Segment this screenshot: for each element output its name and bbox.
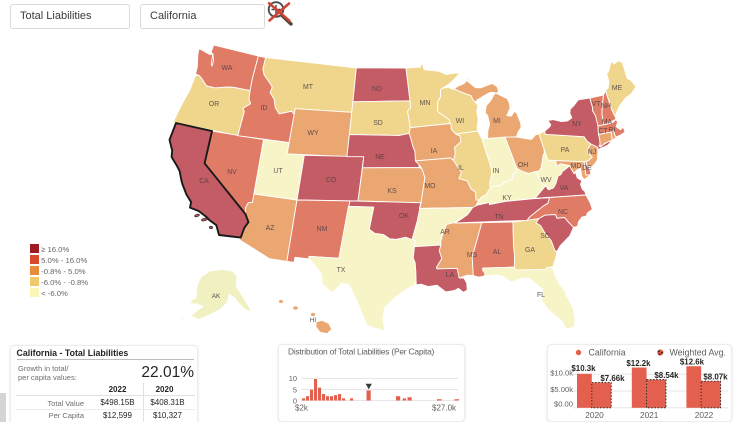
svg-text:$10.3k: $10.3k <box>571 364 596 373</box>
svg-text:Weighted Avg.: Weighted Avg. <box>670 348 726 358</box>
svg-text:$7.66k: $7.66k <box>600 374 625 383</box>
svg-text:2020: 2020 <box>585 410 604 420</box>
svg-text:IA: IA <box>431 148 438 155</box>
svg-text:HI: HI <box>310 317 317 324</box>
svg-text:2022: 2022 <box>695 410 714 420</box>
svg-text:NE: NE <box>375 154 385 161</box>
svg-text:$27.0k: $27.0k <box>432 404 457 413</box>
svg-text:NM: NM <box>317 226 328 233</box>
svg-text:10: 10 <box>289 374 297 383</box>
svg-text:MN: MN <box>420 100 431 107</box>
svg-text:$12.2k: $12.2k <box>626 359 651 368</box>
svg-text:0: 0 <box>293 396 297 405</box>
svg-text:California: California <box>589 348 626 358</box>
svg-text:SD: SD <box>373 120 383 127</box>
svg-text:ND: ND <box>372 86 382 93</box>
svg-text:GA: GA <box>525 247 535 254</box>
svg-text:AZ: AZ <box>266 225 275 232</box>
svg-text:MA: MA <box>602 119 613 126</box>
svg-text:NJ: NJ <box>588 149 596 156</box>
svg-text:TX: TX <box>337 267 346 274</box>
svg-text:DE: DE <box>582 165 592 172</box>
svg-text:UT: UT <box>273 168 283 175</box>
svg-text:MT: MT <box>303 84 314 91</box>
svg-text:VT: VT <box>592 101 602 108</box>
svg-text:MO: MO <box>424 183 436 190</box>
svg-text:OK: OK <box>399 213 409 220</box>
svg-text:KS: KS <box>387 188 397 195</box>
svg-text:ID: ID <box>261 105 268 112</box>
svg-text:MS: MS <box>467 252 478 259</box>
svg-text:NY: NY <box>572 121 582 128</box>
svg-text:WA: WA <box>222 65 233 72</box>
svg-text:VA: VA <box>560 185 569 192</box>
svg-text:AL: AL <box>493 249 502 256</box>
svg-text:WY: WY <box>307 130 319 137</box>
svg-text:TN: TN <box>494 214 503 221</box>
svg-text:MI: MI <box>493 118 501 125</box>
svg-text:KY: KY <box>502 195 512 202</box>
svg-text:$8.07k: $8.07k <box>703 373 728 382</box>
svg-text:OH: OH <box>518 162 528 169</box>
svg-text:CT: CT <box>598 128 608 135</box>
svg-text:IN: IN <box>493 168 500 175</box>
svg-text:ME: ME <box>612 85 623 92</box>
svg-text:$2k: $2k <box>295 404 309 413</box>
svg-text:MD: MD <box>571 163 582 170</box>
svg-text:$10.0k: $10.0k <box>550 369 573 378</box>
svg-text:5: 5 <box>293 385 297 394</box>
svg-text:2021: 2021 <box>640 410 659 420</box>
svg-text:$5.00k: $5.00k <box>550 385 573 394</box>
svg-text:$12.6k: $12.6k <box>680 358 705 367</box>
svg-text:CO: CO <box>326 177 337 184</box>
svg-text:SC: SC <box>540 233 550 240</box>
svg-text:WI: WI <box>456 118 465 125</box>
svg-text:CA: CA <box>199 178 209 185</box>
svg-text:FL: FL <box>537 292 545 299</box>
svg-text:IL: IL <box>458 165 464 172</box>
svg-text:NH: NH <box>601 103 611 110</box>
svg-text:LA: LA <box>446 272 455 279</box>
svg-text:$8.54k: $8.54k <box>654 371 679 380</box>
svg-text:NC: NC <box>558 209 568 216</box>
svg-text:OR: OR <box>209 101 219 108</box>
svg-text:NV: NV <box>227 169 237 176</box>
svg-text:PA: PA <box>561 147 570 154</box>
svg-text:WV: WV <box>540 177 552 184</box>
svg-text:Distribution of Total Liabilit: Distribution of Total Liabilities (Per C… <box>288 347 435 357</box>
svg-text:AK: AK <box>212 293 221 300</box>
svg-text:AR: AR <box>440 229 450 236</box>
svg-text:RI: RI <box>609 127 616 134</box>
svg-text:$0.00: $0.00 <box>554 400 573 409</box>
